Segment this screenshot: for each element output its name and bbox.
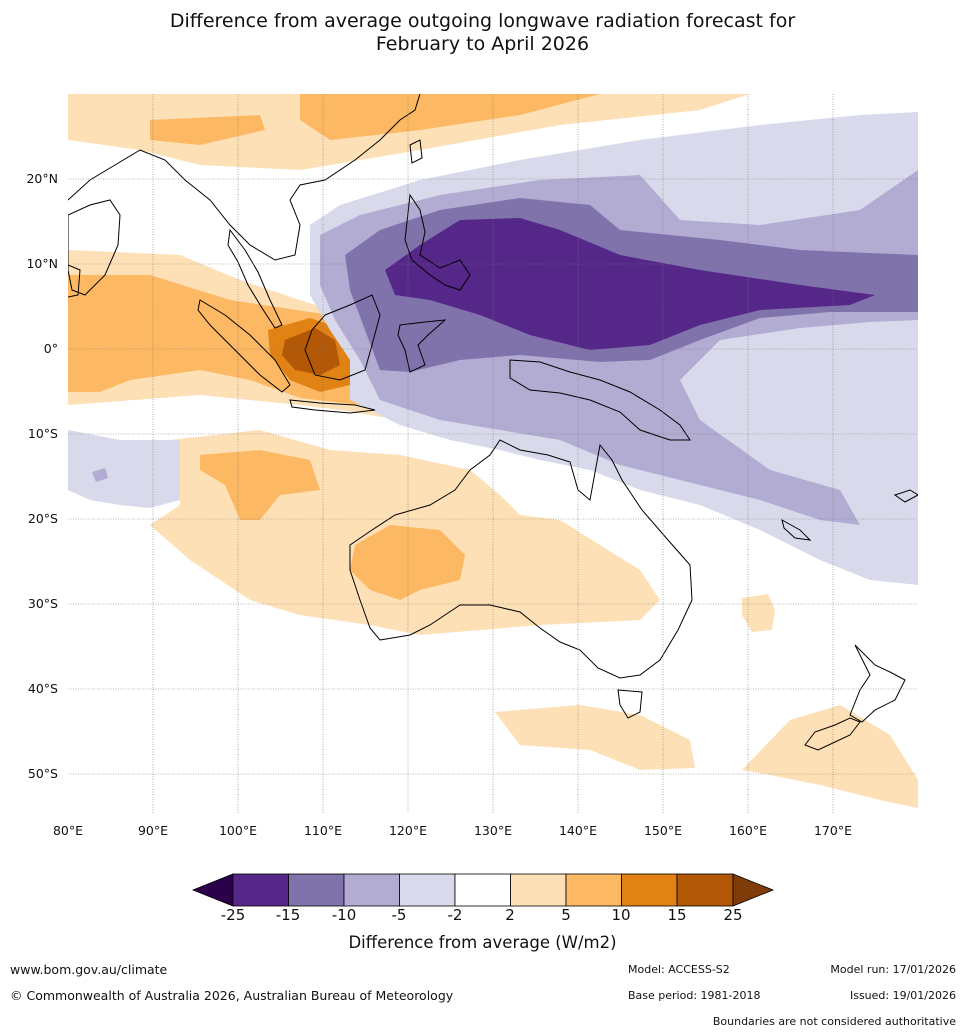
website-link[interactable]: www.bom.gov.au/climate <box>10 962 168 977</box>
title-line-2: February to April 2026 <box>375 33 590 55</box>
lat-label-10s: 10°S <box>27 426 58 441</box>
colorbar-segment-neg2 <box>454 873 511 907</box>
colorbar-segment-pos10 <box>621 873 678 907</box>
contour-pos5-north <box>300 94 600 140</box>
lon-label-140e: 140°E <box>558 823 597 838</box>
colorbar-tick-pos5: 5 <box>561 906 571 924</box>
lat-label-30s: 30°S <box>27 596 58 611</box>
coast-sumatra <box>197 299 291 393</box>
colorbar-segment-pos2 <box>510 873 567 907</box>
colorbar-extend-max <box>732 873 775 907</box>
issued-date: Issued: 19/01/2026 <box>849 989 956 1002</box>
colorbar-tick-pos2: 2 <box>505 906 515 924</box>
coast-malay-peninsula <box>227 228 283 329</box>
contour-neg5-indian <box>92 468 108 482</box>
copyright-text: © Commonwealth of Australia 2026, Austra… <box>10 988 454 1003</box>
lon-label-150e: 150°E <box>643 823 682 838</box>
lat-label-20s: 20°S <box>27 511 58 526</box>
contour-pos5-ocean <box>200 450 320 520</box>
lon-label-90e: 90°E <box>137 823 169 838</box>
lat-label-10n: 10°N <box>26 256 58 271</box>
contour-pos5-west-aus <box>350 525 465 600</box>
coast-sulawesi <box>397 319 447 373</box>
contour-pos5-indochina <box>150 115 265 145</box>
colorbar-tick-neg25: -25 <box>220 906 246 924</box>
contour-pos2-nz <box>742 705 918 808</box>
lat-label-20n: 20°N <box>26 171 58 186</box>
lon-label-100e: 100°E <box>218 823 257 838</box>
coast-new-guinea <box>509 359 691 441</box>
coast-sri-lanka <box>68 264 81 298</box>
colorbar-tick-neg2: -2 <box>447 906 463 924</box>
contour-pos2-south <box>495 705 695 770</box>
chart-title: Difference from average outgoing longwav… <box>0 10 965 56</box>
colorbar-tick-pos10: 10 <box>611 906 631 924</box>
colorbar-tick-neg10: -10 <box>331 906 357 924</box>
colorbar-segment-neg10 <box>343 873 400 907</box>
lon-label-130e: 130°E <box>473 823 512 838</box>
coast-asia <box>68 94 421 261</box>
colorbar-segment-pos5 <box>565 873 622 907</box>
model-name: Model: ACCESS-S2 <box>628 963 730 976</box>
contour-neg15-pacific <box>385 218 875 350</box>
colorbar-segment-neg15 <box>288 873 345 907</box>
base-period: Base period: 1981-2018 <box>628 989 761 1002</box>
coast-new-caledonia <box>781 519 812 541</box>
colorbar-tick-neg15: -15 <box>275 906 301 924</box>
colorbar-extend-min <box>191 873 234 907</box>
coast-australia <box>349 439 693 679</box>
anomaly-contours <box>68 94 918 808</box>
contour-pos15-borneo <box>282 328 340 375</box>
title-line-1: Difference from average outgoing longwav… <box>169 10 796 32</box>
coastlines <box>68 94 918 751</box>
coast-taiwan <box>409 139 423 164</box>
coast-india <box>68 199 121 296</box>
lat-label-0: 0° <box>43 341 58 356</box>
colorbar-segment-pos15 <box>676 873 734 907</box>
lon-label-160e: 160°E <box>728 823 767 838</box>
coast-new-zealand-south <box>804 717 861 751</box>
coast-tasmania <box>617 689 643 719</box>
colorbar-segment-neg25 <box>232 873 289 907</box>
lon-label-120e: 120°E <box>388 823 427 838</box>
lon-label-110e: 110°E <box>303 823 342 838</box>
lon-label-80e: 80°E <box>52 823 84 838</box>
colorbar-segment-neg5 <box>399 873 456 907</box>
coast-philippines <box>404 193 471 291</box>
contour-pos2-north <box>68 94 750 170</box>
lon-label-170e: 170°E <box>813 823 852 838</box>
lat-label-50s: 50°S <box>27 766 58 781</box>
colorbar-tick-neg5: -5 <box>391 906 407 924</box>
model-run-date: Model run: 17/01/2026 <box>830 963 956 976</box>
colorbar-title: Difference from average (W/m2) <box>348 933 617 952</box>
coast-java <box>289 399 376 414</box>
colorbar-tick-pos15: 15 <box>667 906 687 924</box>
coast-new-zealand-north <box>849 644 906 723</box>
coast-fiji <box>893 489 918 503</box>
contour-neg2-indian <box>68 430 180 508</box>
lat-label-40s: 40°S <box>27 681 58 696</box>
boundaries-disclaimer: Boundaries are not considered authoritat… <box>712 1015 956 1028</box>
colorbar-tick-pos25: 25 <box>723 906 743 924</box>
contour-pos2-tasman <box>742 594 775 632</box>
gridlines <box>68 94 918 814</box>
coast-borneo <box>304 294 381 381</box>
colorbar <box>191 873 775 907</box>
